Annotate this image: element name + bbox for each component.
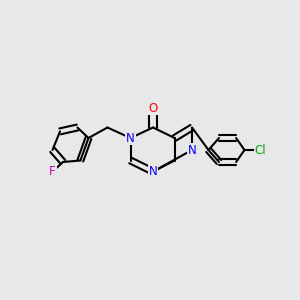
Text: N: N [188, 143, 196, 157]
Text: F: F [49, 165, 56, 178]
Text: N: N [126, 131, 135, 145]
Text: O: O [148, 101, 158, 115]
Text: Cl: Cl [255, 143, 266, 157]
Text: N: N [148, 165, 158, 178]
